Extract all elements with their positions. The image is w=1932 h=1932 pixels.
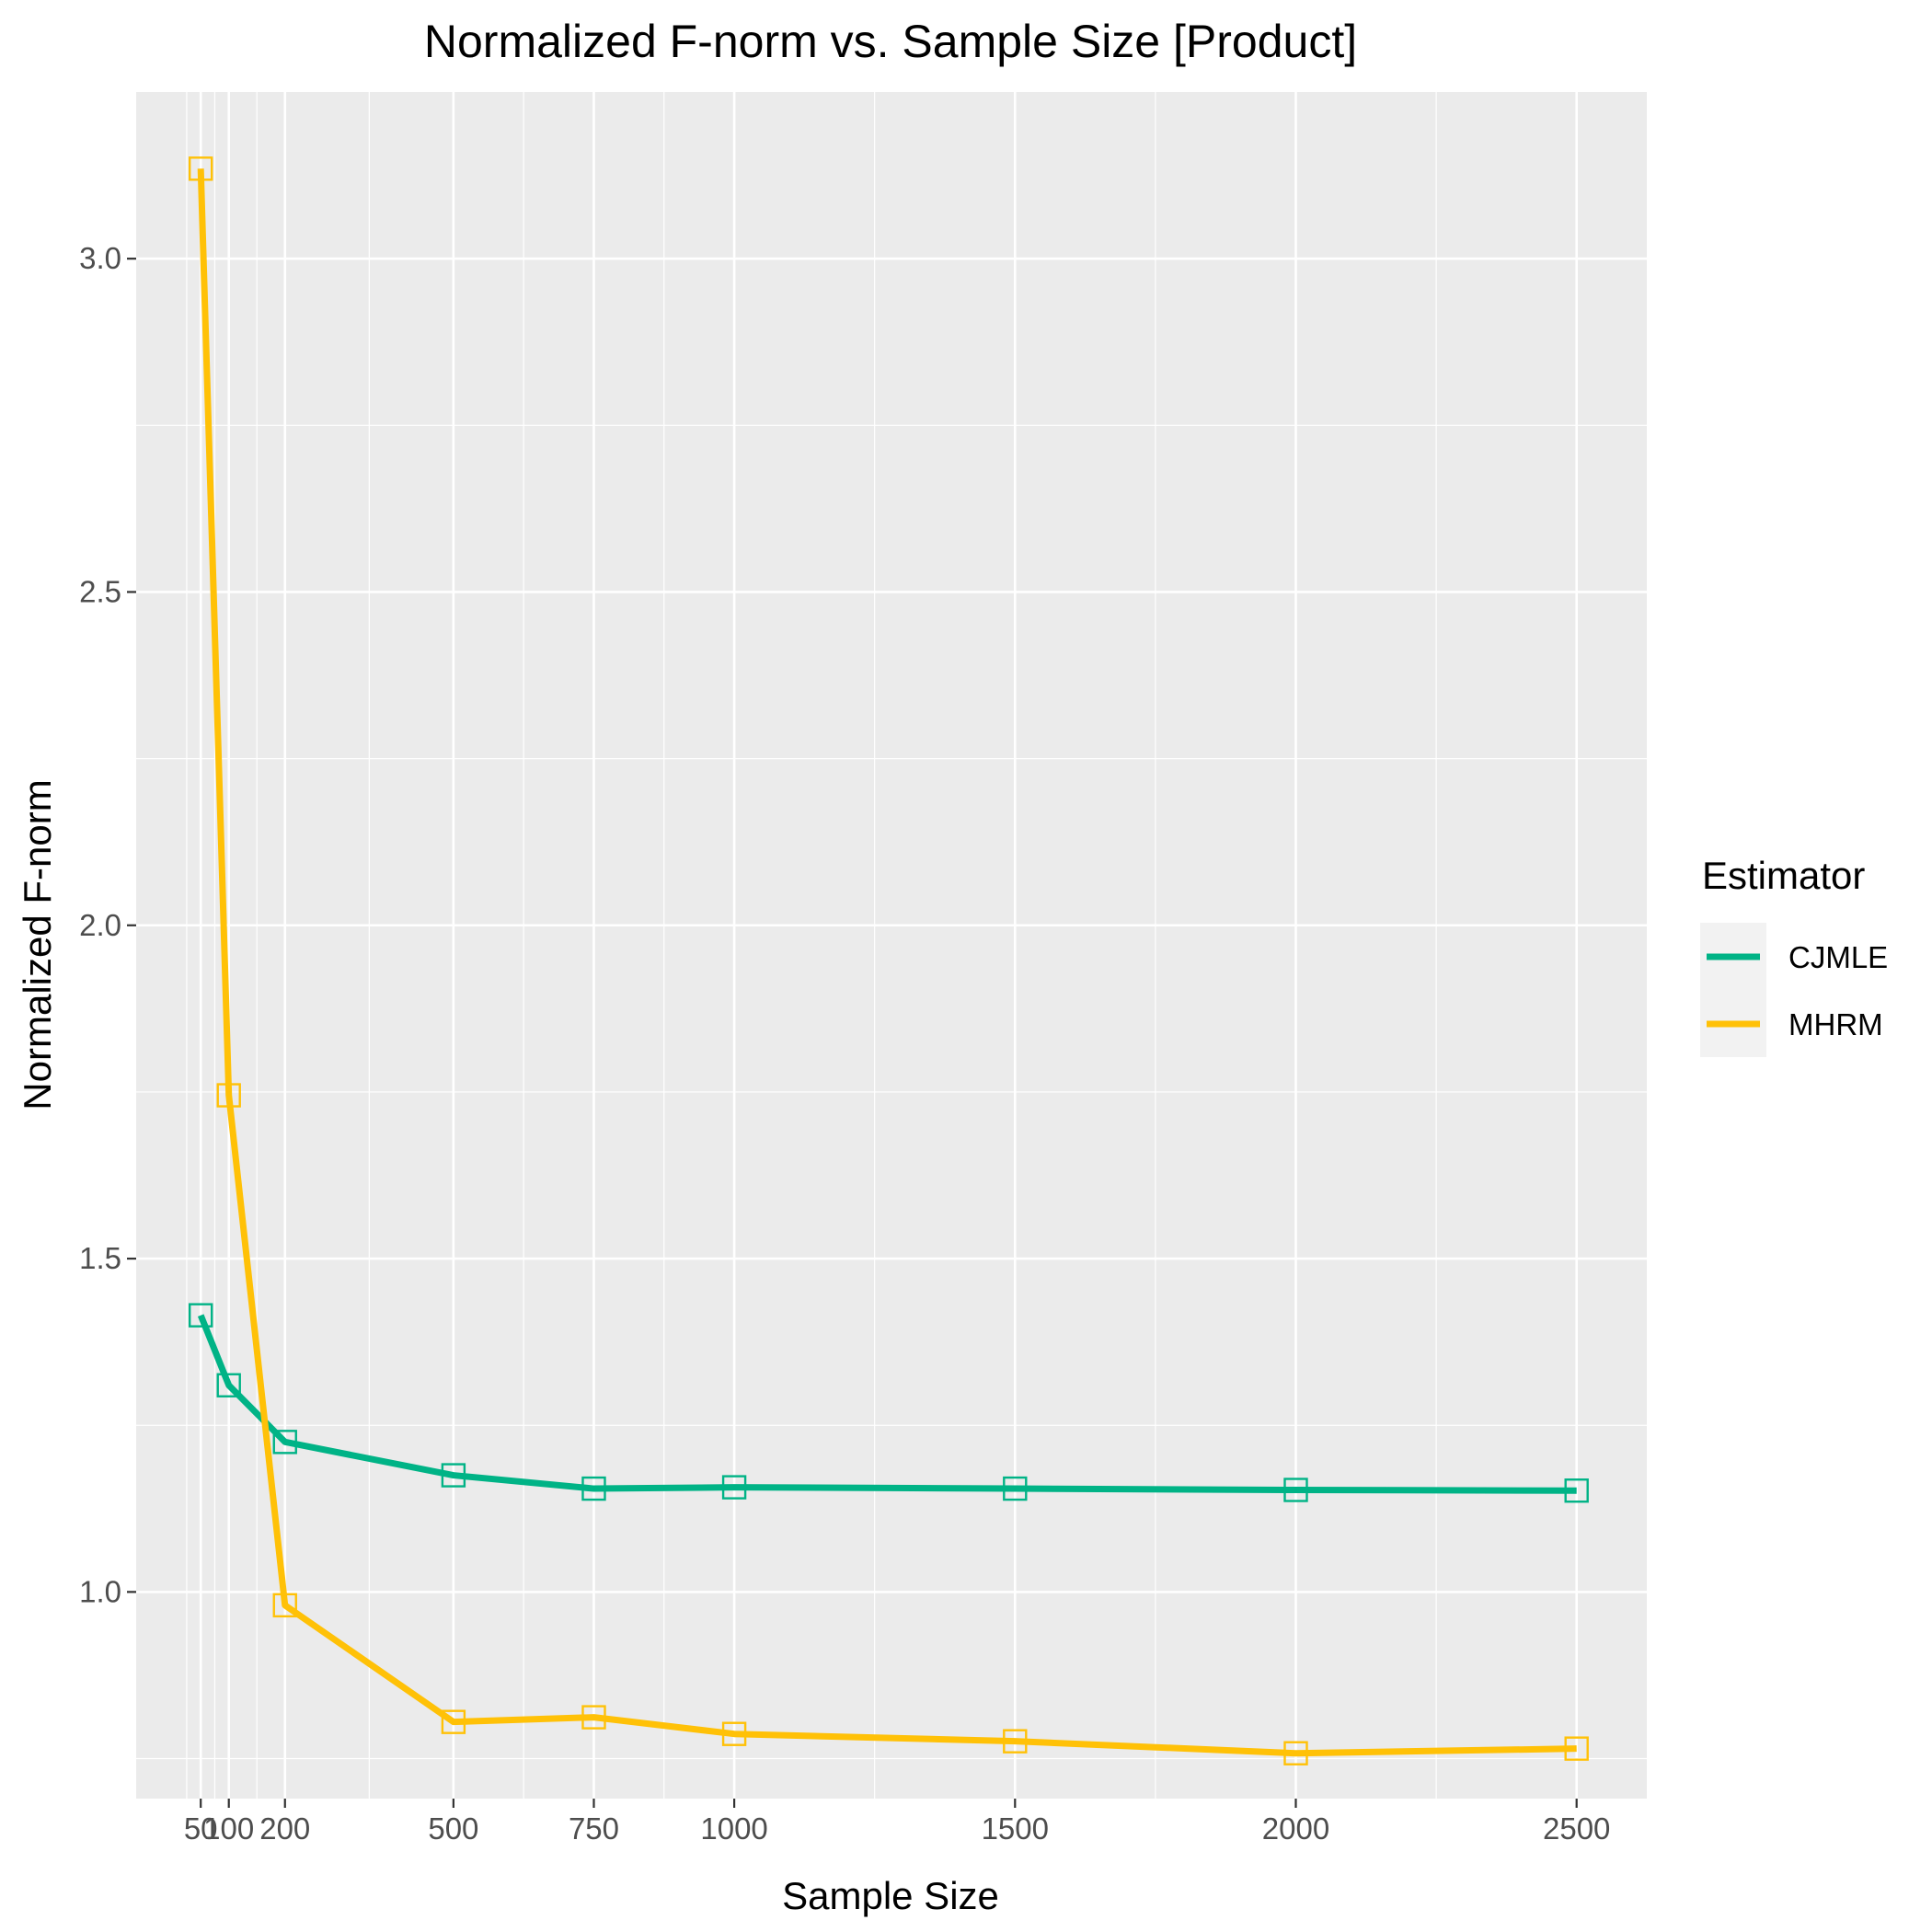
legend-label-mhrm: MHRM xyxy=(1788,1007,1883,1041)
major-gridlines xyxy=(136,92,1647,1799)
y-tick-label: 1.5 xyxy=(79,1241,121,1275)
data-point-cjmle xyxy=(581,1476,606,1501)
plot-panel xyxy=(136,92,1647,1799)
data-point-mhrm xyxy=(441,1709,466,1734)
legend: Estimator CJMLE MHRM xyxy=(1700,854,1888,1057)
data-point-cjmle xyxy=(721,1475,747,1500)
x-tick-label: 1000 xyxy=(700,1811,767,1846)
data-point-cjmle xyxy=(1003,1476,1028,1501)
data-point-mhrm xyxy=(1003,1729,1028,1754)
legend-key-background xyxy=(1700,923,1766,1057)
data-point-cjmle xyxy=(188,1303,213,1328)
data-point-cjmle xyxy=(272,1430,297,1455)
x-tick-label: 200 xyxy=(259,1811,310,1846)
data-point-mhrm xyxy=(188,156,213,181)
series-line-mhrm xyxy=(197,168,1577,1757)
series-line-cjmle xyxy=(197,1314,1577,1494)
y-tick-label: 2.0 xyxy=(79,908,121,942)
y-tick-label: 3.0 xyxy=(79,241,121,275)
x-tick-label: 750 xyxy=(569,1811,619,1846)
data-point-mhrm xyxy=(216,1083,241,1108)
x-tick-label: 50 xyxy=(184,1811,218,1846)
data-point-cjmle xyxy=(441,1463,466,1488)
minor-gridlines xyxy=(136,92,1647,1799)
legend-title: Estimator xyxy=(1702,854,1865,897)
y-axis: 1.0 1.5 2.0 2.5 3.0 xyxy=(79,241,136,1608)
y-tick-label: 2.5 xyxy=(79,574,121,608)
x-tick-label: 2500 xyxy=(1543,1811,1610,1846)
x-axis-title: Sample Size xyxy=(782,1874,999,1917)
series-points xyxy=(188,156,1589,1765)
legend-items: CJMLE MHRM xyxy=(1700,923,1888,1057)
x-tick-label: 500 xyxy=(428,1811,478,1846)
data-point-mhrm xyxy=(272,1593,297,1618)
data-point-cjmle xyxy=(1283,1478,1308,1502)
x-tick-label: 100 xyxy=(203,1811,254,1846)
data-point-mhrm xyxy=(1564,1736,1589,1761)
data-point-mhrm xyxy=(721,1721,747,1746)
data-point-cjmle xyxy=(216,1373,241,1397)
data-point-mhrm xyxy=(581,1705,606,1730)
series-lines xyxy=(197,168,1577,1757)
y-axis-title: Normalized F-norm xyxy=(16,779,59,1110)
y-tick-label: 1.0 xyxy=(79,1574,121,1608)
legend-label-cjmle: CJMLE xyxy=(1788,940,1888,974)
data-point-mhrm xyxy=(1283,1741,1308,1765)
x-tick-label: 2000 xyxy=(1262,1811,1329,1846)
x-tick-label: 1500 xyxy=(982,1811,1049,1846)
data-point-cjmle xyxy=(1564,1478,1589,1503)
chart-title: Normalized F-norm vs. Sample Size [Produ… xyxy=(424,16,1357,67)
